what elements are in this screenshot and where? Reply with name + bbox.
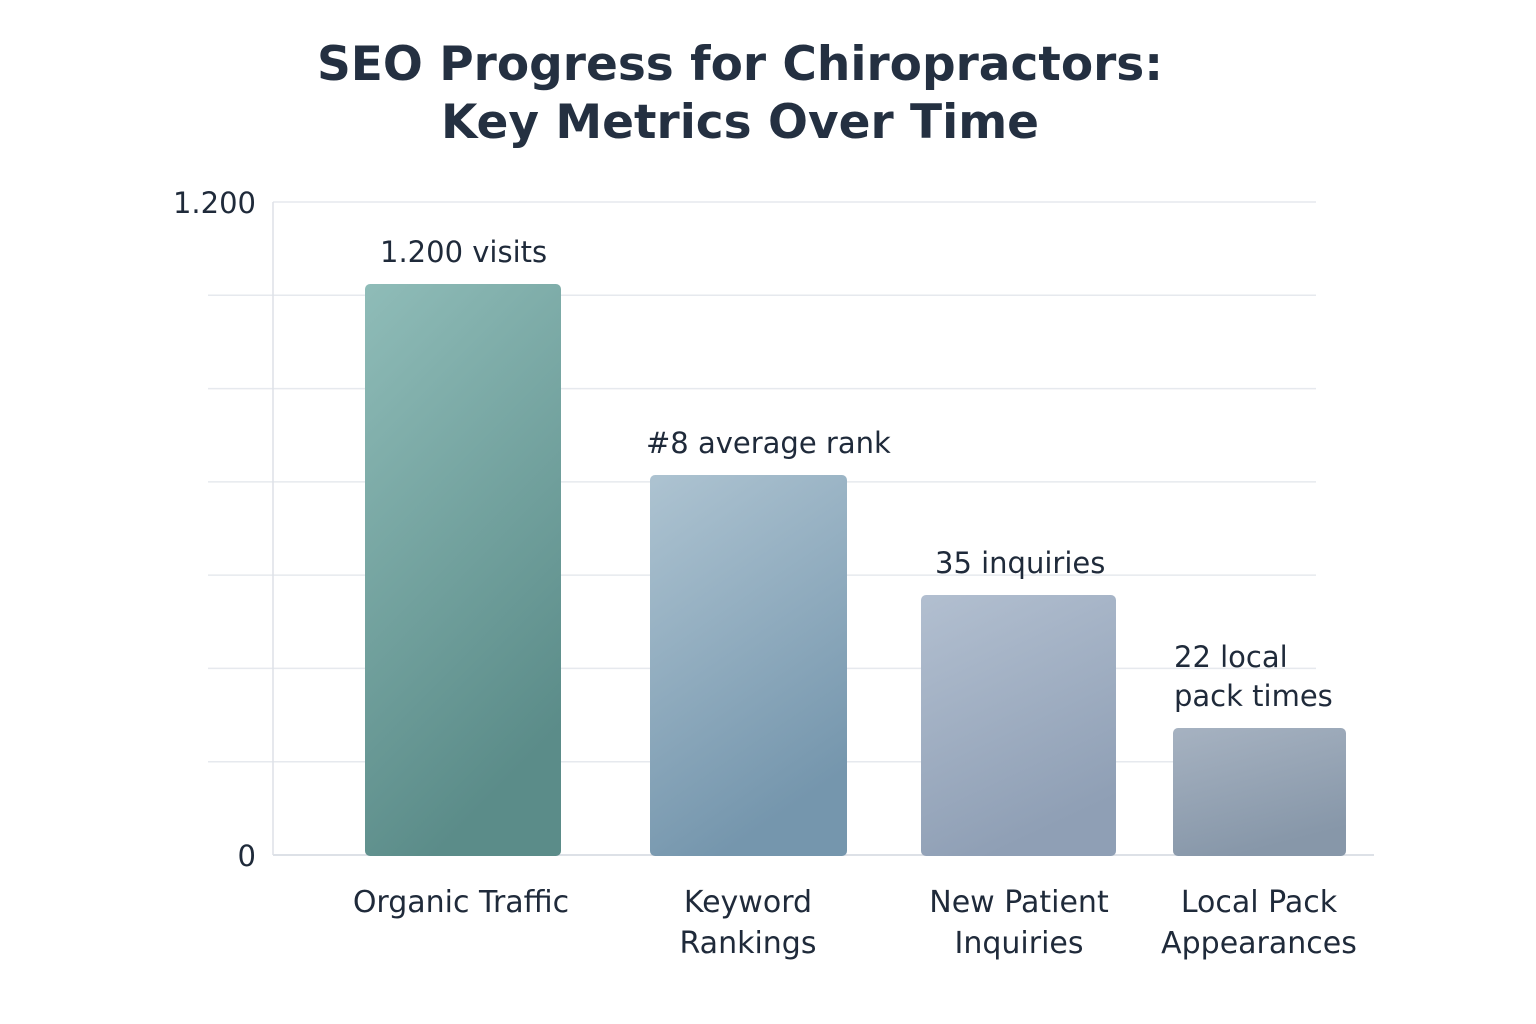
x-tick-label: Rankings bbox=[680, 926, 817, 961]
data-labels: 1.200 visits #8 average rank 35 inquiries 2… bbox=[380, 235, 1333, 713]
data-label: 22 local bbox=[1174, 640, 1288, 674]
chart-title: SEO Progress for Chiropractors: Key Metr… bbox=[0, 36, 1480, 152]
bars bbox=[365, 284, 1346, 856]
bar bbox=[650, 475, 847, 856]
bar bbox=[365, 284, 561, 856]
data-label: #8 average rank bbox=[646, 426, 891, 460]
chart-title-line-1: SEO Progress for Chiropractors: bbox=[316, 37, 1164, 92]
category-labels: Organic Traffic Keyword Rankings New Patien… bbox=[353, 885, 1357, 961]
x-tick-label: Organic Traffic bbox=[353, 885, 569, 920]
x-tick-label: Inquiries bbox=[954, 926, 1083, 961]
data-label: pack times bbox=[1174, 679, 1333, 713]
data-label: 35 inquiries bbox=[935, 546, 1105, 580]
y-tick-label: 1.200 bbox=[173, 186, 256, 220]
chart-title-line-2: Key Metrics Over Time bbox=[440, 95, 1040, 150]
bar bbox=[921, 595, 1116, 856]
y-tick-label: 0 bbox=[238, 839, 256, 873]
bar bbox=[1173, 728, 1346, 856]
x-tick-label: Local Pack bbox=[1181, 885, 1338, 920]
x-tick-label: New Patient bbox=[929, 885, 1109, 920]
data-label: 1.200 visits bbox=[380, 235, 547, 269]
x-tick-label: Keyword bbox=[684, 885, 812, 920]
x-tick-label: Appearances bbox=[1161, 926, 1357, 961]
